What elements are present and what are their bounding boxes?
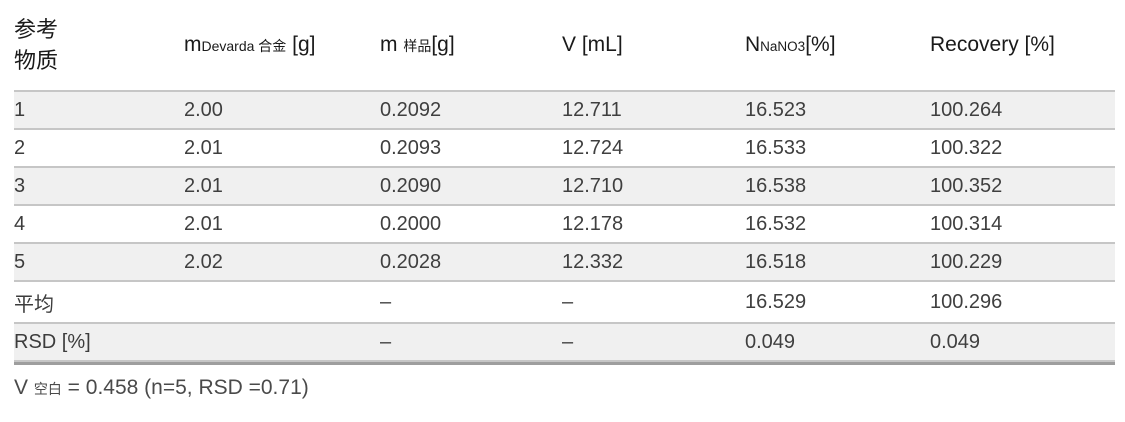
row3-volume: 12.710 — [562, 166, 745, 206]
header-volume-label: V [mL] — [562, 33, 623, 56]
row3-recovery: 100.352 — [930, 166, 1115, 206]
average-row-label: 平均 — [14, 293, 54, 316]
row3-id: 3 — [14, 166, 184, 206]
header-mass-sample-unit: [g] — [431, 33, 455, 56]
header-mass-sample: m 样品[g] — [380, 0, 562, 91]
table-row-5: 5 2.02 0.2028 12.332 16.518 100.229 — [14, 242, 1115, 282]
row5-mass-sample: 0.2028 — [380, 242, 562, 282]
row4-volume: 12.178 — [562, 212, 624, 235]
reference-material-table: 参考 物质 mDevarda 合金 [g] m 样品[g] V [mL] NNa… — [14, 0, 1115, 362]
header-mass-devarda-alloy: mDevarda 合金 [g] — [184, 0, 380, 91]
row4-recovery: 100.314 — [930, 212, 1003, 235]
row1-id: 1 — [14, 90, 184, 130]
table-row-3: 3 2.01 0.2090 12.710 16.538 100.352 — [14, 166, 1115, 206]
rsd-mass-sample: – — [380, 322, 562, 362]
average-nitrogen: 16.529 — [745, 290, 807, 313]
average-mass-devarda — [184, 281, 380, 323]
header-volume: V [mL] — [562, 0, 745, 91]
row4-mass-sample: 0.2000 — [380, 212, 442, 235]
row1-recovery: 100.264 — [930, 90, 1115, 130]
rsd-volume: – — [562, 322, 745, 362]
table-row-rsd: RSD [%] – – 0.049 0.049 — [14, 322, 1115, 362]
row2-recovery: 100.322 — [930, 136, 1003, 159]
row2-id: 2 — [14, 136, 26, 159]
header-reference-material: 参考 物质 — [14, 0, 184, 91]
header-reference-material-line2: 物质 — [14, 48, 59, 73]
row4-nitrogen: 16.532 — [745, 212, 807, 235]
average-mass-sample: – — [380, 290, 392, 313]
row5-id: 5 — [14, 242, 184, 282]
row2-volume: 12.724 — [562, 136, 624, 159]
row5-volume: 12.332 — [562, 242, 745, 282]
row1-volume: 12.711 — [562, 90, 745, 130]
header-mass-devarda-base: m — [184, 33, 202, 56]
header-recovery: Recovery [%] — [930, 0, 1115, 91]
table-row-1: 1 2.00 0.2092 12.711 16.523 100.264 — [14, 90, 1115, 130]
row2-mass-devarda: 2.01 — [184, 136, 223, 159]
header-mass-sample-base: m — [380, 33, 404, 56]
row2-mass-sample: 0.2093 — [380, 136, 442, 159]
header-nitrogen-base: N — [745, 33, 761, 56]
header-nitrogen-nano3: NNaNO3[%] — [745, 0, 930, 91]
average-recovery: 100.296 — [930, 290, 1003, 313]
row1-mass-sample: 0.2092 — [380, 90, 562, 130]
blank-volume-footnote: V 空白 = 0.458 (n=5, RSD =0.71) — [14, 376, 309, 400]
row4-mass-devarda: 2.01 — [184, 212, 223, 235]
row5-nitrogen: 16.518 — [745, 242, 930, 282]
row4-id: 4 — [14, 212, 26, 235]
reference-material-table-wrap: 参考 物质 mDevarda 合金 [g] m 样品[g] V [mL] NNa… — [14, 0, 1115, 365]
average-volume: – — [562, 290, 574, 313]
rsd-row-label: RSD [%] — [14, 322, 184, 362]
row3-mass-sample: 0.2090 — [380, 166, 562, 206]
row2-nitrogen: 16.533 — [745, 136, 807, 159]
row1-mass-devarda: 2.00 — [184, 90, 380, 130]
row3-mass-devarda: 2.01 — [184, 166, 380, 206]
header-nitrogen-unit: [%] — [805, 33, 836, 56]
row3-nitrogen: 16.538 — [745, 166, 930, 206]
header-mass-devarda-unit: [g] — [286, 33, 316, 56]
rsd-mass-devarda — [184, 322, 380, 362]
blank-volume-symbol: V — [14, 376, 34, 399]
header-recovery-label: Recovery [%] — [930, 33, 1055, 56]
row5-recovery: 100.229 — [930, 242, 1115, 282]
header-nitrogen-sub: NaNO3 — [760, 39, 806, 54]
row1-nitrogen: 16.523 — [745, 90, 930, 130]
table-header-row: 参考 物质 mDevarda 合金 [g] m 样品[g] V [mL] NNa… — [14, 0, 1115, 91]
blank-volume-value: = 0.458 (n=5, RSD =0.71) — [61, 376, 309, 399]
table-row-2: 2 2.01 0.2093 12.724 16.533 100.322 — [14, 129, 1115, 167]
header-mass-devarda-sub: Devarda 合金 — [201, 38, 287, 54]
row5-mass-devarda: 2.02 — [184, 242, 380, 282]
rsd-recovery: 0.049 — [930, 322, 1115, 362]
table-row-4: 4 2.01 0.2000 12.178 16.532 100.314 — [14, 205, 1115, 243]
header-reference-material-line1: 参考 — [14, 17, 59, 42]
blank-volume-subscript: 空白 — [33, 381, 62, 397]
table-row-average: 平均 – – 16.529 100.296 — [14, 281, 1115, 323]
rsd-nitrogen: 0.049 — [745, 322, 930, 362]
header-mass-sample-sub: 样品 — [403, 38, 432, 54]
